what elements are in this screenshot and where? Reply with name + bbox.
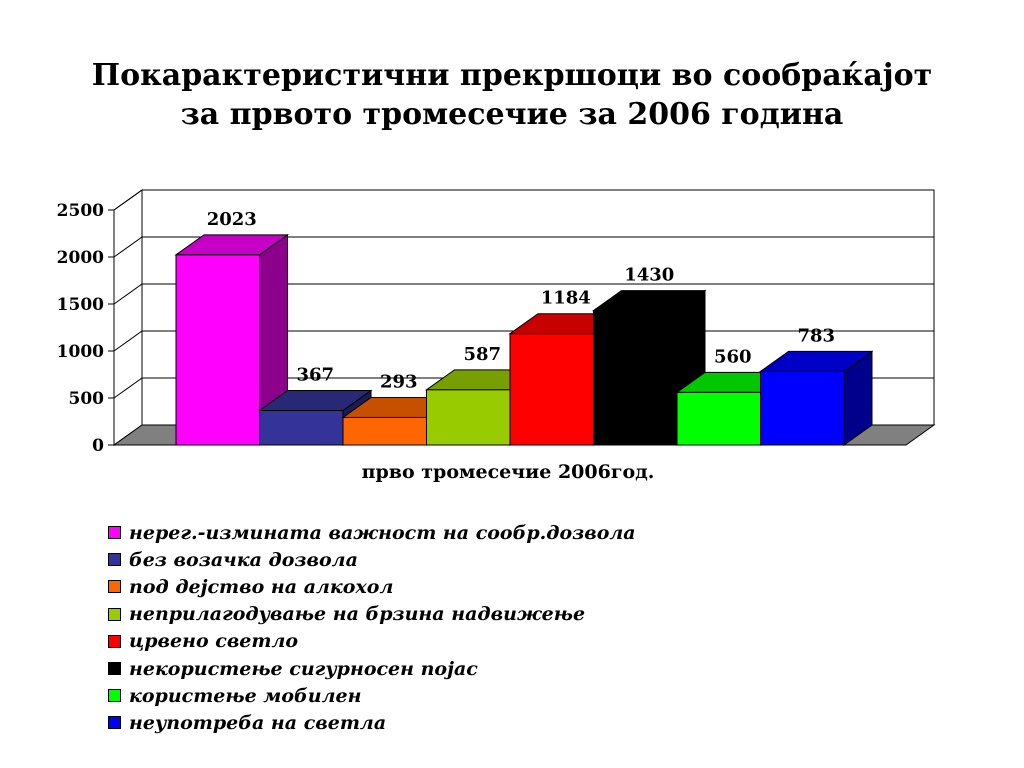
legend-item: користење мобилен: [108, 682, 636, 709]
data-label: 367: [296, 365, 334, 386]
data-labels: 2023 367 293 587 1184 1430 560 783: [207, 209, 835, 393]
data-label: 1430: [624, 265, 674, 286]
bar-front: [342, 416, 427, 446]
bar-6: [591, 289, 707, 446]
x-axis-label: прво тромесечие 2006год.: [362, 461, 655, 483]
chart-title-line-2: за првото тромесечие за 2006 година: [180, 97, 844, 132]
data-label: 783: [797, 325, 835, 346]
legend-swatch: [108, 716, 121, 730]
bar-front: [175, 254, 260, 446]
legend-label: користење мобилен: [129, 684, 362, 707]
bar-8: [758, 350, 874, 446]
y-tick-label: 500: [69, 389, 105, 409]
y-tick-label: 1000: [57, 342, 104, 362]
legend-item: без возачка дозвола: [108, 546, 636, 573]
legend-label: без возачка дозвола: [129, 548, 358, 571]
data-label: 587: [463, 344, 501, 365]
y-tick-label: 0: [92, 436, 104, 456]
legend-label: неприлагодување на брзина надвижење: [129, 603, 586, 626]
legend-swatch: [108, 662, 121, 676]
data-label: 560: [714, 346, 752, 367]
chart-legend: нерег.-измината важност на сообр.дозвола…: [108, 519, 636, 737]
bar-1: [174, 233, 290, 446]
bar-front: [593, 310, 678, 446]
legend-item: неупотреба на светла: [108, 709, 636, 736]
legend-item: нерег.-измината важност на сообр.дозвола: [108, 519, 636, 546]
y-tick-label: 2500: [57, 201, 104, 221]
legend-label: под дејство на алкохол: [129, 575, 394, 598]
chart-title: Покарактеристични прекршоци во сообраќај…: [0, 56, 1024, 134]
bar-front: [760, 370, 845, 446]
legend-label: нерег.-измината важност на сообр.дозвола: [129, 521, 636, 544]
side-wall: [113, 189, 143, 446]
bar-front: [259, 410, 344, 446]
gridline: [113, 283, 934, 305]
legend-swatch: [108, 526, 121, 540]
legend-label: црвено светло: [129, 630, 299, 653]
bar-front: [509, 333, 594, 446]
chart-bars: [174, 233, 874, 446]
legend-item: некористење сигурносен појас: [108, 655, 636, 682]
legend-item: неприлагодување на брзина надвижење: [108, 601, 636, 628]
y-axis: 0 500 1000 1500 2000 2500: [57, 201, 115, 456]
data-label: 293: [380, 371, 418, 392]
legend-swatch: [108, 634, 121, 648]
gridline: [113, 189, 934, 211]
bar-front: [426, 389, 511, 446]
bar-front: [676, 391, 761, 446]
data-label: 1184: [541, 288, 591, 309]
legend-label: некористење сигурносен појас: [129, 657, 478, 680]
legend-swatch: [108, 580, 121, 594]
legend-item: под дејство на алкохол: [108, 573, 636, 600]
legend-label: неупотреба на светла: [129, 711, 387, 734]
chart-title-line-1: Покарактеристични прекршоци во сообраќај…: [91, 58, 933, 93]
y-tick-label: 2000: [57, 248, 104, 268]
legend-swatch: [108, 607, 121, 621]
legend-swatch: [108, 553, 121, 567]
legend-swatch: [108, 689, 121, 703]
y-tick-label: 1500: [57, 295, 104, 315]
gridline: [113, 236, 934, 258]
legend-item: црвено светло: [108, 628, 636, 655]
data-label: 2023: [207, 209, 257, 230]
